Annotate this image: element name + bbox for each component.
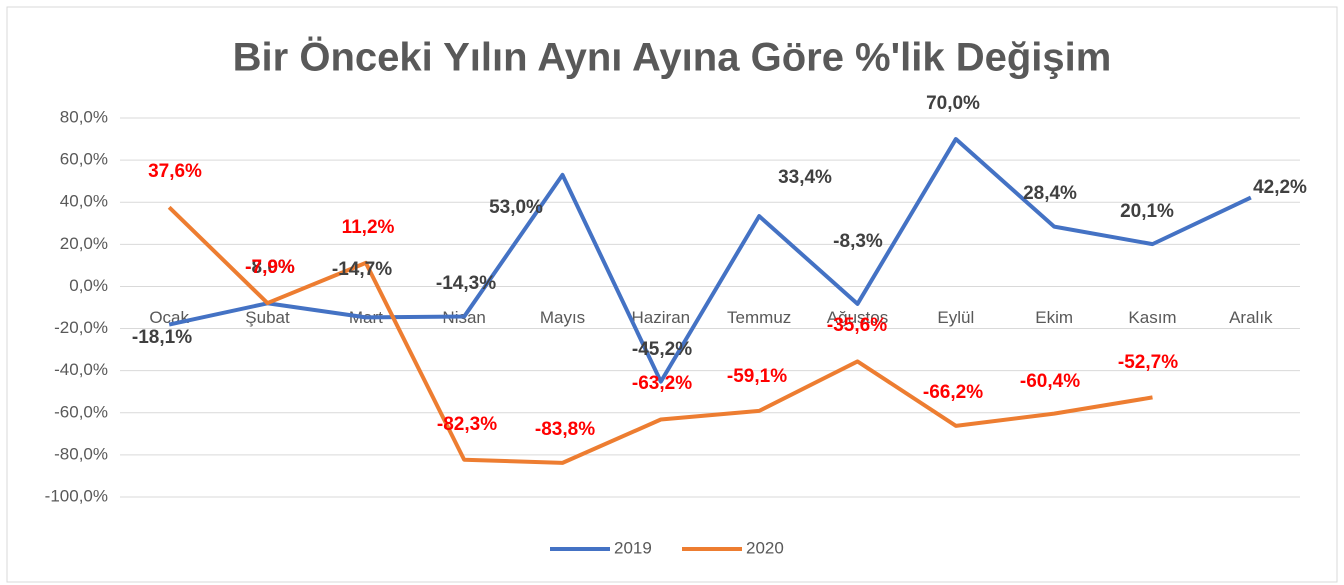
data-label: 37,6%	[148, 161, 202, 182]
x-tick-label: Ekim	[1035, 308, 1073, 327]
data-label: 11,2%	[342, 217, 395, 238]
x-tick-label: Haziran	[632, 308, 691, 327]
y-tick-label: -60,0%	[54, 402, 108, 421]
data-label: -18,1%	[132, 327, 192, 348]
data-label: 53,0%	[489, 197, 543, 218]
y-tick-label: 80,0%	[60, 107, 108, 126]
x-tick-label: Aralık	[1229, 308, 1273, 327]
data-label: -8,0%	[245, 257, 295, 278]
legend-label: 2020	[746, 538, 784, 557]
x-tick-label: Temmuz	[727, 308, 791, 327]
y-tick-label: -80,0%	[54, 444, 108, 463]
data-label: -7,9%	[245, 257, 295, 278]
y-tick-label: -40,0%	[54, 360, 108, 379]
data-label: -83,8%	[535, 419, 595, 440]
data-label: -45,2%	[632, 339, 692, 360]
data-label: -60,4%	[1020, 371, 1080, 392]
data-label: -66,2%	[923, 382, 983, 403]
x-tick-label: Şubat	[245, 308, 290, 327]
data-label: -14,7%	[332, 259, 392, 280]
data-label: -63,2%	[632, 373, 692, 394]
data-label: -82,3%	[437, 414, 497, 435]
y-tick-label: 20,0%	[60, 234, 108, 253]
x-tick-label: Kasım	[1128, 308, 1176, 327]
y-tick-label: 60,0%	[60, 150, 108, 169]
data-label: 70,0%	[926, 93, 980, 114]
data-label: -59,1%	[727, 366, 787, 387]
series-line	[168, 137, 1252, 384]
x-tick-label: Eylül	[937, 308, 974, 327]
x-tick-label: Mayıs	[540, 308, 585, 327]
data-label: -14,3%	[436, 273, 496, 294]
chart-border	[6, 6, 1338, 583]
y-tick-label: -100,0%	[45, 486, 108, 505]
legend-label: 2019	[614, 538, 652, 557]
series-line	[167, 205, 1153, 465]
data-label: 20,1%	[1120, 201, 1174, 222]
chart-title: Bir Önceki Yılın Aynı Ayına Göre %'lik D…	[233, 35, 1112, 80]
data-label: 42,2%	[1253, 177, 1307, 198]
data-label: -35,6%	[827, 315, 887, 336]
data-label: -8,3%	[833, 231, 883, 252]
y-tick-label: 40,0%	[60, 192, 108, 211]
x-tick-label: Ağustos	[827, 308, 888, 327]
data-label: -52,7%	[1118, 352, 1178, 373]
data-label: 33,4%	[778, 167, 832, 188]
data-label: 28,4%	[1023, 183, 1077, 204]
y-tick-label: -20,0%	[54, 318, 108, 337]
y-tick-label: 0,0%	[69, 276, 108, 295]
